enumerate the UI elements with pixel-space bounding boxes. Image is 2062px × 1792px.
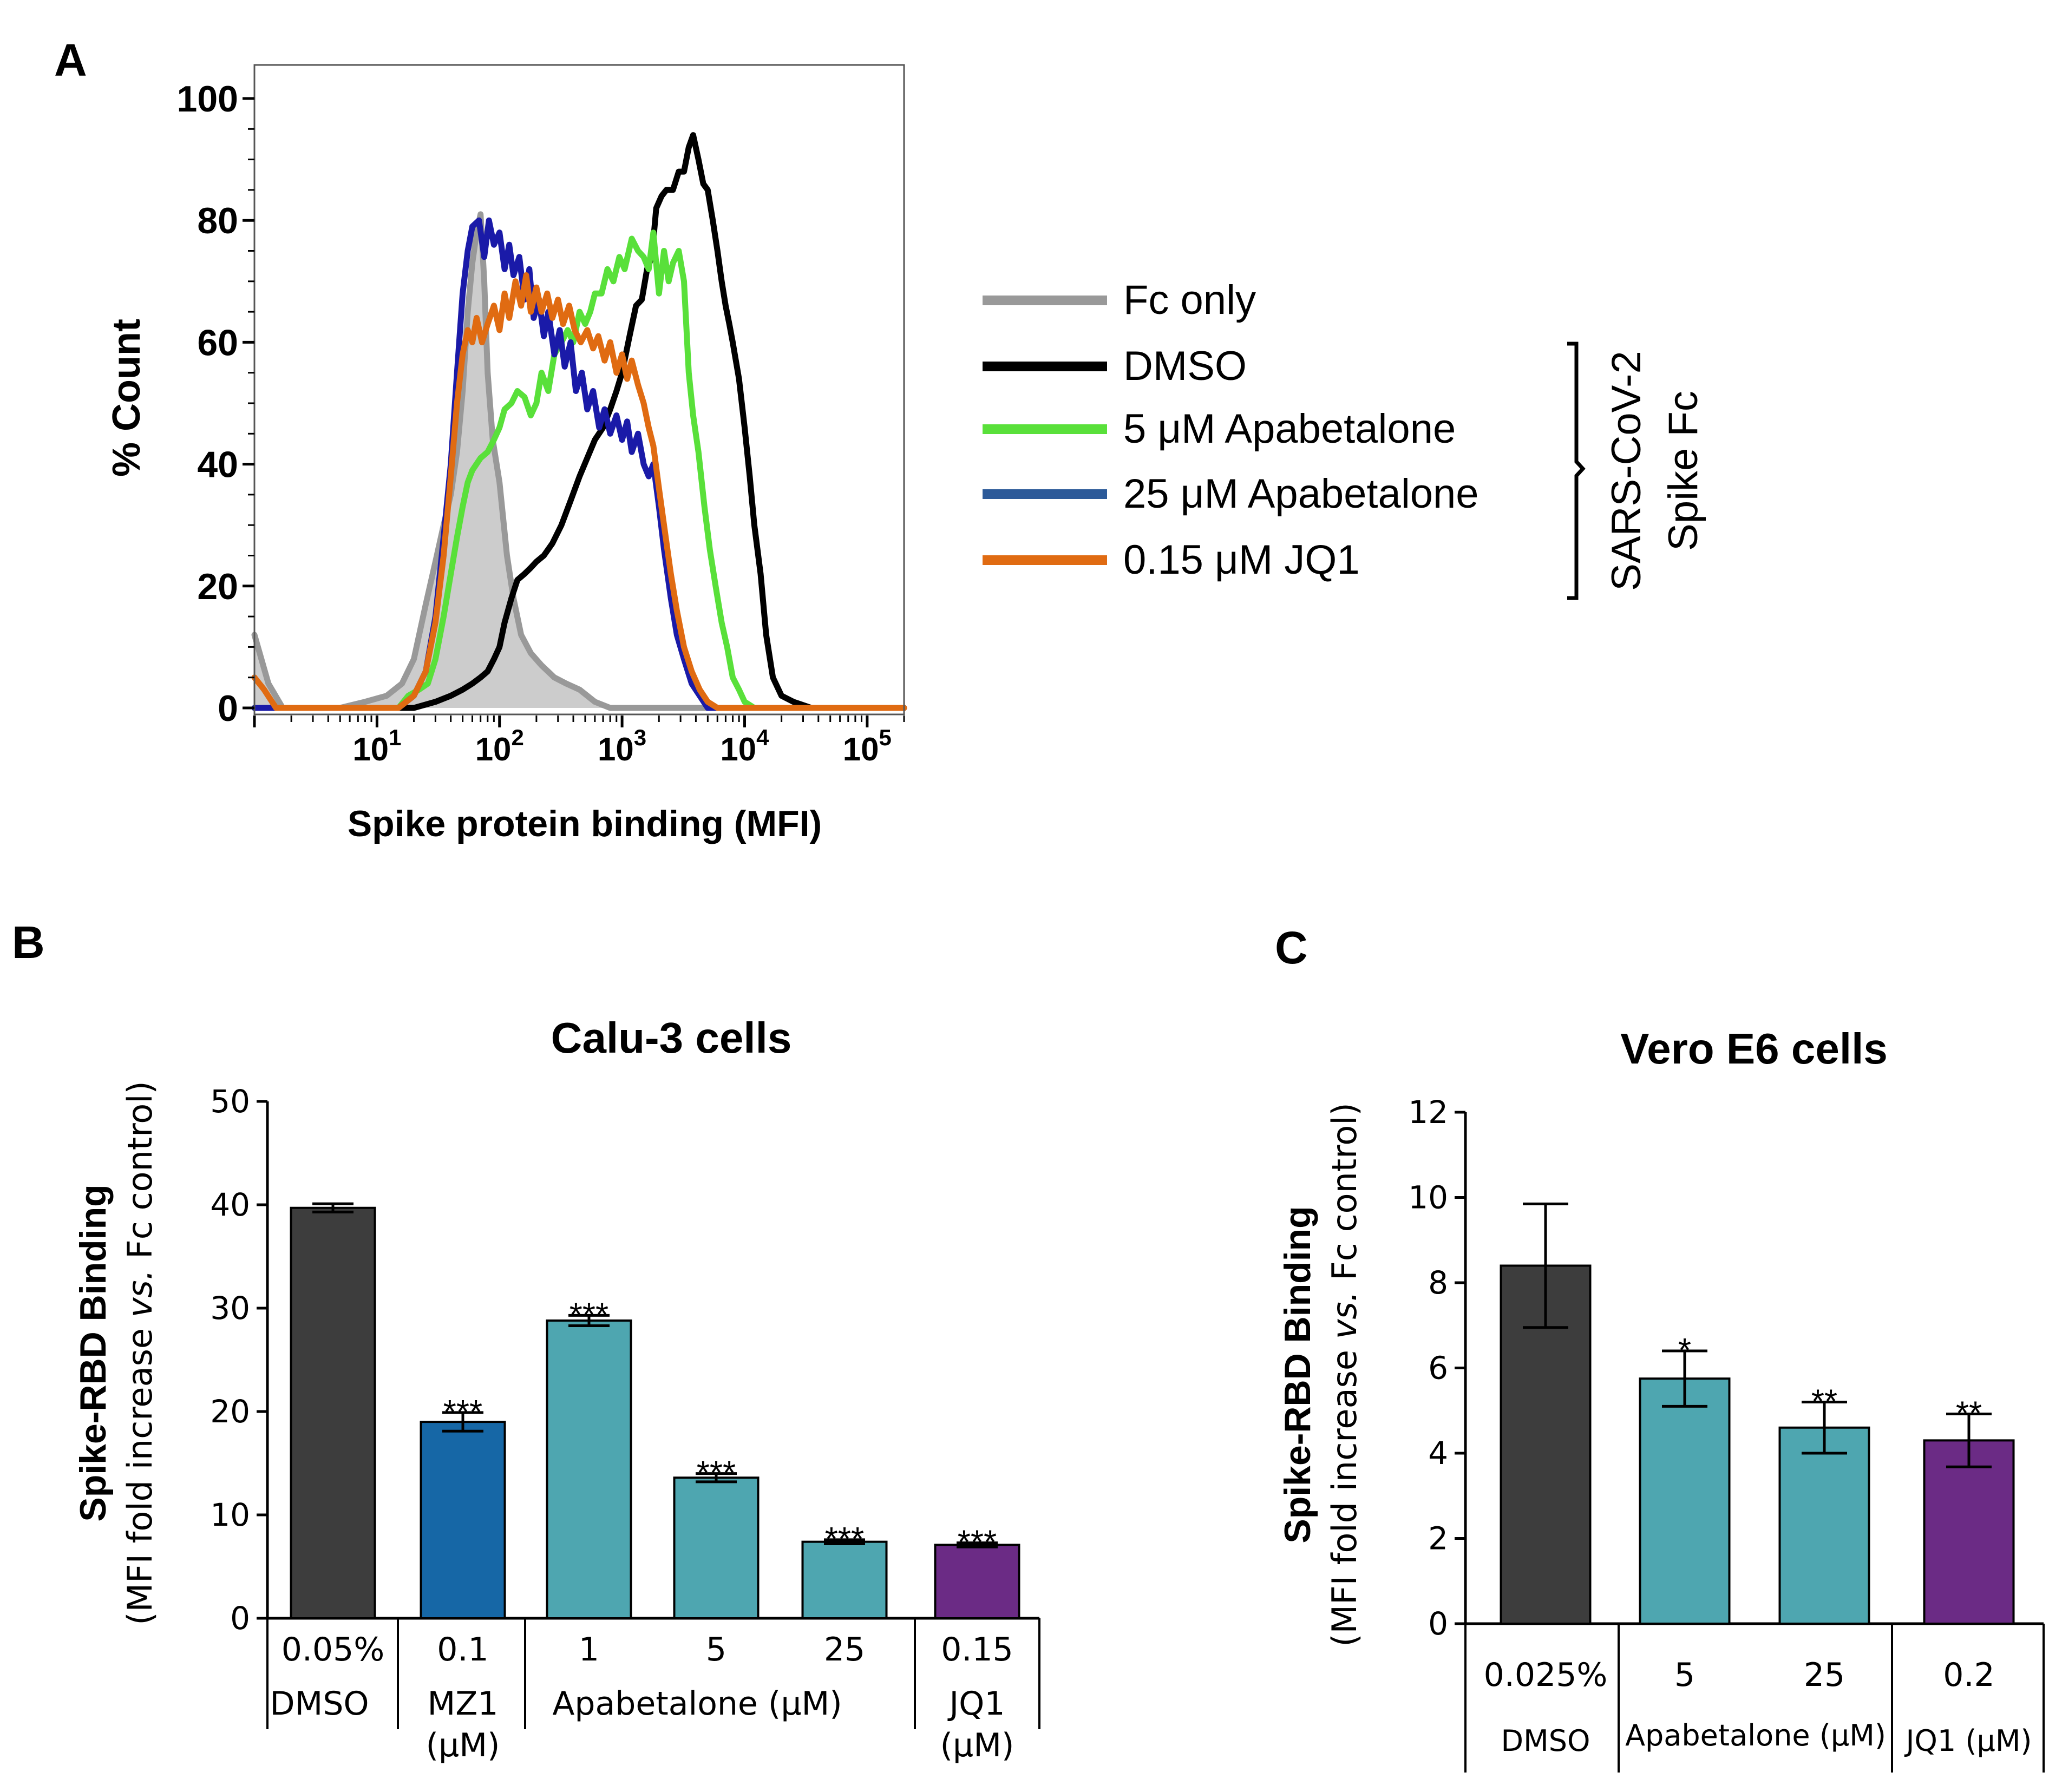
x-tick-label: 105: [843, 725, 892, 767]
x-tick-label: 101: [352, 725, 401, 767]
panel-label-a: A: [54, 35, 87, 86]
group-label-mz1-unit: (μM): [426, 1727, 500, 1764]
category-label-0-2: 0.2: [1943, 1656, 1994, 1694]
bar-25: [801, 1540, 888, 1619]
series-line-5-m-apabetalone: [251, 229, 907, 711]
category-labels: 0.05% 0.1 1 5 25 0.15: [282, 1631, 1013, 1669]
y-axis-label: Spike-RBD Binding: [1277, 1206, 1318, 1543]
legend-label-jq1: 0.15 μM JQ1: [1123, 537, 1360, 583]
panel-label-c: C: [1275, 922, 1308, 973]
y-tick-label: 20: [210, 1393, 250, 1430]
category-label-5: 5: [1674, 1656, 1695, 1694]
bracket-label-line-1: SARS-CoV-2: [1603, 351, 1649, 591]
y-axis-ticks: 0 20 40 60 80 100: [177, 78, 254, 729]
chart-title: Vero E6 cells: [1620, 1025, 1888, 1073]
chart-title: Calu-3 cells: [551, 1014, 792, 1062]
y-tick-label: 4: [1428, 1435, 1448, 1472]
x-axis-label: Spike protein binding (MFI): [348, 803, 822, 844]
significance-marker: *: [1678, 1332, 1691, 1369]
legend-label-fc-only: Fc only: [1123, 277, 1256, 323]
significance-marker: ***: [443, 1394, 482, 1431]
y-tick-label: 10: [210, 1496, 250, 1533]
y-tick-label: 2: [1428, 1520, 1448, 1557]
group-label-apabetalone: Apabetalone (μM): [1625, 1718, 1886, 1752]
category-label-0-15: 0.15: [941, 1631, 1013, 1669]
significance-marker: **: [1811, 1383, 1837, 1421]
y-tick-label: 0: [218, 688, 238, 729]
group-label-dmso: DMSO: [270, 1685, 369, 1723]
panel-a-histogram: 0 20 40 60 80 100 101 102 103 104 105 % Count Spi…: [105, 64, 1706, 844]
bar-5: [1639, 1377, 1731, 1625]
significance-marker: ***: [569, 1296, 608, 1334]
y-tick-label: 40: [210, 1186, 250, 1223]
y-tick-label: 12: [1408, 1094, 1448, 1131]
series-line-25-m-apabetalone: [251, 217, 907, 711]
legend-label-dmso: DMSO: [1123, 343, 1247, 389]
legend-label-5um-apabetalone: 5 μM Apabetalone: [1123, 406, 1456, 452]
bar-1: [546, 1319, 632, 1619]
bar-5: [673, 1476, 760, 1619]
y-tick-label: 100: [177, 78, 238, 120]
group-label-jq1: JQ1 (μM): [1904, 1724, 2032, 1758]
series-line-dmso: [251, 132, 907, 711]
y-axis-label: % Count: [105, 319, 148, 477]
y-tick-label: 30: [210, 1290, 250, 1327]
x-tick-label: 102: [475, 725, 524, 767]
significance-marker: ***: [958, 1524, 997, 1561]
legend-label-25um-apabetalone: 25 μM Apabetalone: [1123, 471, 1479, 517]
legend-bracket: [1567, 342, 1586, 600]
category-label-25: 25: [1804, 1656, 1845, 1694]
y-tick-label: 20: [197, 566, 238, 607]
y-tick-label: 0: [1428, 1605, 1448, 1642]
bracket-label-line-2: Spike Fc: [1660, 391, 1706, 551]
bars: *** **: [1500, 1202, 2015, 1625]
y-tick-label: 6: [1428, 1350, 1448, 1387]
y-axis-sublabel: (MFI fold increase vs. Fc control): [120, 1081, 160, 1625]
bars: *** *** *** *** ***: [290, 1202, 1020, 1620]
histogram-traces: [251, 132, 907, 711]
bar-0-1: [420, 1421, 506, 1620]
group-label-jq1: JQ1: [947, 1685, 1005, 1723]
group-label-dmso: DMSO: [1501, 1724, 1590, 1758]
y-tick-label: 60: [197, 322, 238, 363]
y-tick-label: 8: [1428, 1264, 1448, 1301]
y-axis: 0 10 20 30 40 50: [210, 1083, 1039, 1637]
category-labels: 0.025% 5 25 0.2: [1484, 1656, 1995, 1694]
series-line-0-15-m-jq1: [251, 272, 907, 711]
y-tick-label: 10: [1408, 1179, 1448, 1216]
series-line-fc-only: [251, 211, 907, 711]
x-tick-label: 103: [598, 725, 646, 767]
panel-c-bar-chart: Vero E6 cells Spike-RBD Binding (MFI fol…: [1277, 1025, 2045, 1773]
bar-0-05: [290, 1206, 376, 1619]
y-tick-label: 40: [197, 444, 238, 485]
y-axis-sublabel: (MFI fold increase vs. Fc control): [1325, 1102, 1364, 1646]
y-tick-label: 50: [210, 1083, 250, 1120]
y-tick-label: 0: [230, 1600, 250, 1637]
category-label-0-05: 0.05%: [282, 1631, 385, 1669]
category-label-25: 25: [824, 1631, 865, 1669]
category-label-1: 1: [579, 1631, 599, 1669]
series-fill-fc-only: [254, 214, 904, 708]
group-label-apabetalone: Apabetalone (μM): [552, 1685, 842, 1723]
legend: Fc only DMSO 5 μM Apabetalone 25 μM Apab…: [983, 277, 1706, 600]
x-axis-ticks: 101 102 103 104 105: [253, 716, 905, 767]
category-label-0-1: 0.1: [437, 1631, 488, 1669]
panel-label-b: B: [12, 917, 45, 968]
category-label-0-025: 0.025%: [1484, 1656, 1608, 1694]
panel-b-bar-chart: Calu-3 cells Spike-RBD Binding (MFI fold…: [73, 1014, 1040, 1764]
significance-marker: ***: [697, 1455, 736, 1492]
y-axis-label: Spike-RBD Binding: [73, 1184, 114, 1521]
histogram-frame: [253, 64, 905, 716]
y-tick-label: 80: [197, 200, 238, 241]
bar-0-15: [934, 1544, 1020, 1619]
significance-marker: ***: [825, 1521, 864, 1558]
x-tick-label: 104: [720, 725, 769, 767]
category-label-5: 5: [706, 1631, 726, 1669]
group-label-jq1-unit: (μM): [940, 1727, 1014, 1764]
significance-marker: **: [1956, 1395, 1982, 1433]
group-label-mz1: MZ1: [427, 1685, 498, 1723]
bar-25: [1778, 1426, 1870, 1625]
